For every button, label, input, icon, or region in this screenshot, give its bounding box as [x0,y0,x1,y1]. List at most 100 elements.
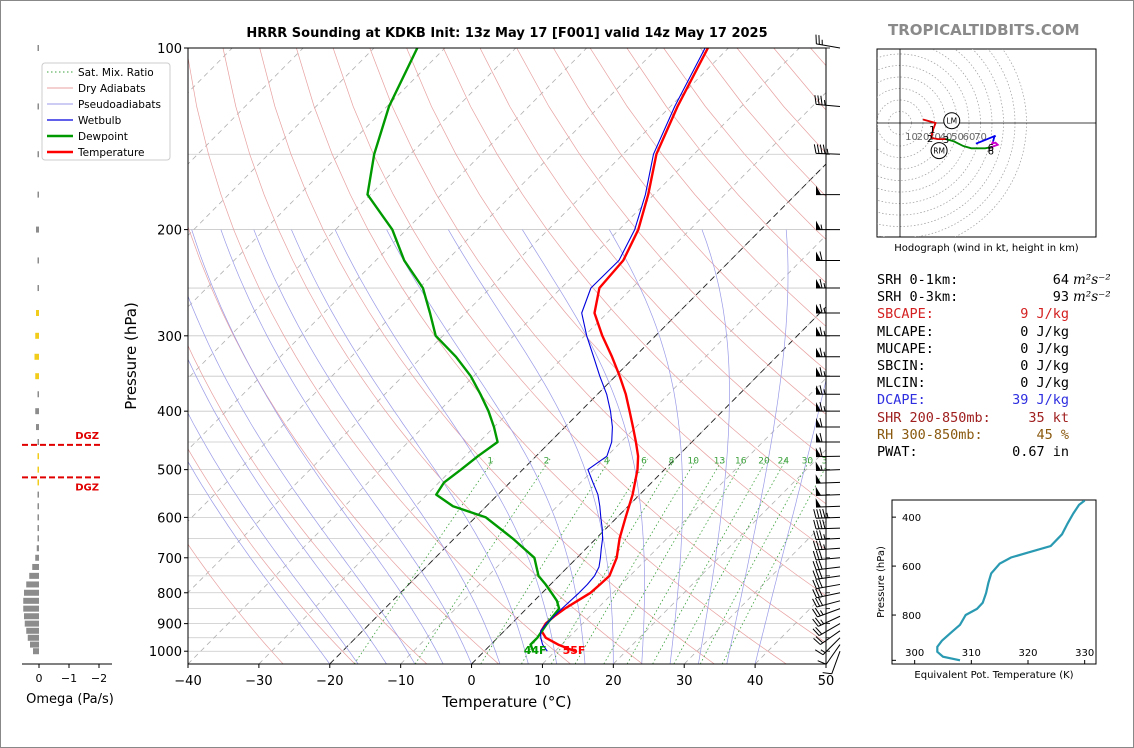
barb-full [816,144,820,154]
isotherm-line [258,92,826,664]
y-tick-label: 200 [157,224,182,239]
barb-staff [815,527,841,530]
dry-adiabat [589,48,826,327]
barb-pennant [816,185,821,195]
barb-full [819,385,823,395]
omega-bar [36,424,39,431]
barb-half [823,330,826,336]
barb-half [826,148,829,154]
barb-half [823,406,826,412]
skewt-background-lines: 1 2 4 6 8 10 13 16 20 24 30 36 [188,48,834,664]
wind-barb [813,508,841,519]
parameter-value: 93 [1052,289,1069,306]
barb-staff [816,547,841,551]
wind-barb [815,486,841,496]
wind-barb [812,550,841,561]
wind-barb [815,34,841,49]
wind-barb [815,447,841,458]
omega-bar [37,103,39,110]
mixing-ratio-label: 4 [604,456,610,466]
barb-full [817,95,820,105]
wind-barb [812,569,841,580]
mixing-ratio-label: 30 [802,456,814,466]
wind-barb [816,185,840,196]
legend-entry: Dry Adiabats [78,83,146,95]
hodograph-ring-label: 20 [917,132,930,143]
barb-full [815,588,820,598]
omega-panel: 0 −1 −2 Omega (Pa/s) DGZ DGZ [22,45,114,707]
wind-barb [813,630,841,645]
wind-barbs [812,34,841,675]
theta-x-tick-label: 310 [962,648,981,659]
mixing-ratio-label: 6 [641,456,647,466]
barb-full [812,579,817,589]
mixing-ratio-line [699,458,811,664]
mixing-ratio-label: 13 [714,456,725,466]
omega-bar [26,627,39,634]
pseudoadiabat [726,229,789,664]
hodograph-ring-label: 40 [940,132,953,143]
omega-bar [37,479,39,486]
dry-adiabat [188,225,499,664]
barb-staff [820,630,841,645]
parameter-row: RH 300-850mb: 45 % [877,427,1092,444]
mixing-ratio-label: 16 [735,456,747,466]
wind-barb [816,367,840,377]
series-wetbulb [540,48,706,652]
barb-pennant [816,385,821,395]
series-dewpoint [366,48,561,652]
y-tick-label: 900 [157,618,182,633]
isotherm-key-line [329,163,826,664]
mixing-ratio-line [603,458,724,664]
barb-pennant [816,347,821,357]
barb-staff [816,537,841,541]
barb-full [819,303,823,314]
barb-half [820,649,826,654]
parameter-row: SHR 200-850mb: 35 kt [877,410,1092,427]
x-tick-label: 10 [534,674,551,689]
brand-watermark: TROPICALTIDBITS.COM [888,21,1080,39]
barb-staff [815,469,841,471]
barb-staff [816,575,841,580]
mixing-ratio-line [721,465,826,664]
omega-bar [37,453,39,460]
barb-full [819,432,823,443]
y-tick-label: 1000 [149,645,182,660]
omega-bar [37,439,39,446]
theta-e-plot [936,500,1086,662]
hodograph-caption: Hodograph (wind in kt, height in km) [894,243,1079,254]
omega-bar [24,613,39,620]
wind-barb [816,326,840,337]
omega-bar [37,514,39,521]
barb-full [816,509,820,519]
barb-staff [816,566,841,571]
mixing-ratio-label: 1 [487,456,493,466]
wind-barb [813,519,841,530]
omega-bar [35,332,39,339]
barb-staff [815,494,841,496]
pseudoadiabat [188,295,416,664]
omega-bar [35,408,39,415]
omega-bar [27,634,39,641]
omega-bar [24,589,39,596]
mixing-ratio-line [353,458,495,664]
barb-staff [816,600,841,608]
isotherm-line [188,48,304,165]
hodograph-ring-label: 50 [951,132,964,143]
barb-full [813,509,817,519]
theta-y-axis-label: Pressure (hPa) [876,546,887,618]
mixing-ratio-label: 36 [822,456,834,466]
isotherm-line [188,48,729,594]
wind-barb [813,530,841,541]
parameter-row: SRH 0-1km: 64 m²s⁻² [877,272,1111,289]
parameter-label: SRH 0-3km: [877,289,959,306]
wind-barb [813,144,841,155]
barb-full [812,550,817,561]
omega-bar [32,563,39,570]
x-tick-label: 50 [818,674,835,689]
mixing-ratio-line [574,458,697,664]
mixing-ratio-line [480,458,611,664]
barb-staff [822,637,841,656]
parameter-label: SRH 0-1km: [877,272,959,288]
